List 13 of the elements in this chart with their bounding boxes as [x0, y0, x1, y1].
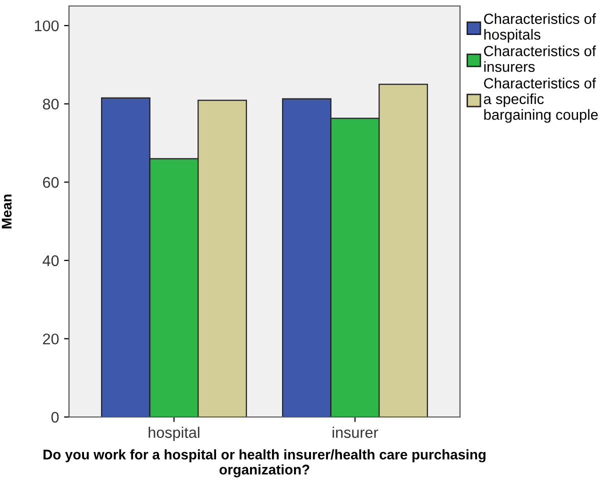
- x-tick-label: insurer: [332, 426, 378, 438]
- legend-label: Characteristics of hospitals: [484, 13, 596, 43]
- x-tick-label: hospital: [148, 426, 200, 441]
- y-tick-label: 20: [43, 334, 59, 344]
- y-axis-title: Mean: [2, 194, 12, 228]
- legend-label: Characteristics of insurers: [484, 46, 596, 72]
- x-axis-title: Do you work for a hospital or health insurer/health care purchasing organization?: [44, 449, 486, 478]
- y-tick-label: 100: [34, 20, 59, 32]
- y-tick-label: 40: [42, 255, 59, 266]
- legend-label: Characteristics of a specific bargaining couple: [484, 78, 598, 123]
- y-tick-label: 80: [42, 98, 59, 110]
- y-tick-label: 0: [51, 412, 59, 423]
- y-tick-label: 60: [43, 177, 59, 188]
